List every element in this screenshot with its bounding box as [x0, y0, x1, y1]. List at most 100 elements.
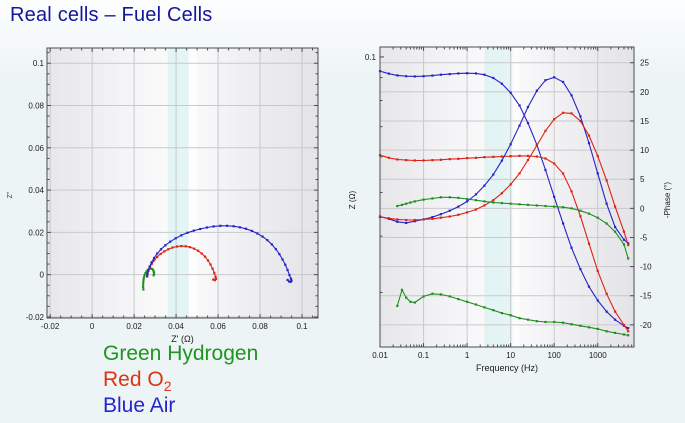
- oxygen-phase-point: [465, 211, 469, 214]
- air-nyquist-point: [274, 247, 277, 251]
- hydrogen-impedance-point: [422, 295, 425, 298]
- oxygen-impedance-point: [579, 215, 582, 218]
- phase-tick-label: -10: [640, 263, 652, 272]
- air-impedance-point: [561, 222, 565, 225]
- air-nyquist-point: [212, 225, 215, 228]
- air-phase-point: [439, 213, 442, 216]
- hydrogen-phase-point: [535, 204, 538, 207]
- hydrogen-impedance-point: [439, 293, 442, 296]
- air-phase-point: [553, 76, 556, 79]
- air-nyquist-point: [148, 265, 151, 268]
- phase-tick-label: -5: [640, 233, 648, 242]
- hydrogen-impedance-point: [465, 300, 469, 303]
- air-phase-point: [474, 193, 478, 196]
- air-phase-point: [396, 220, 399, 223]
- hydrogen-phase-point: [465, 197, 469, 201]
- hydrogen-phase-point: [500, 202, 504, 205]
- oxygen-phase-point: [526, 158, 530, 162]
- air-nyquist-point: [281, 258, 284, 261]
- hydrogen-phase-point: [627, 257, 630, 260]
- oxygen-nyquist-point: [213, 279, 217, 282]
- hydrogen-phase-point: [396, 204, 399, 208]
- air-impedance-point: [387, 72, 390, 75]
- hydrogen-nyquist-point: [144, 272, 147, 275]
- air-impedance-point: [596, 299, 599, 302]
- oxygen-phase-point: [405, 218, 408, 222]
- hydrogen-impedance-point: [622, 333, 626, 336]
- oxygen-phase-point: [474, 208, 478, 211]
- air-phase-point: [526, 105, 530, 109]
- oxygen-nyquist-point: [203, 255, 207, 258]
- hydrogen-impedance-point: [483, 306, 486, 309]
- oxygen-nyquist-point: [163, 250, 166, 253]
- hydrogen-nyquist-point: [142, 288, 145, 291]
- bode-plot: 0.01 0.1 1 10 100 1000 0.1 25 20 15 10 5 0 -5 -10 -15 -2…: [348, 46, 672, 373]
- hydrogen-impedance-point: [457, 297, 460, 301]
- air-nyquist-point: [250, 229, 253, 232]
- oxygen-nyquist-point: [184, 245, 187, 248]
- oxygen-impedance-point: [544, 157, 547, 160]
- hydrogen-impedance-point: [405, 296, 408, 299]
- air-impedance-point: [483, 73, 486, 76]
- hydrogen-impedance-point: [579, 324, 582, 327]
- phase-tick-label: 0: [640, 204, 645, 213]
- oxygen-nyquist-point: [209, 263, 212, 266]
- oxygen-nyquist-point: [193, 247, 196, 250]
- oxygen-phase-point: [579, 119, 582, 123]
- hydrogen-impedance-point: [561, 321, 565, 324]
- air-nyquist-point: [226, 224, 229, 227]
- hydrogen-phase-point: [518, 203, 521, 206]
- air-phase-point: [413, 220, 416, 223]
- oxygen-nyquist-point: [197, 249, 200, 252]
- air-impedance-point: [431, 74, 434, 77]
- oxygen-nyquist-point: [214, 275, 217, 278]
- air-impedance-point: [627, 327, 630, 330]
- hydrogen-phase-point: [492, 201, 495, 204]
- air-impedance-point: [553, 195, 556, 198]
- air-phase-point: [465, 200, 469, 203]
- air-nyquist-point: [164, 244, 167, 247]
- air-nyquist-point: [180, 234, 183, 237]
- hydrogen-phase-point: [613, 230, 617, 233]
- air-nyquist-point: [156, 252, 159, 255]
- highlight-band: [167, 48, 189, 318]
- air-impedance-point: [457, 72, 460, 75]
- oxygen-impedance-point: [518, 154, 521, 157]
- phase-axis-label: -Phase (°): [663, 182, 672, 218]
- frame-rect: [379, 46, 635, 348]
- x-tick-label: 1000: [589, 351, 607, 360]
- air-phase-point: [535, 89, 538, 92]
- air-phase-point: [579, 115, 582, 118]
- hydrogen-phase-point: [553, 205, 556, 208]
- hydrogen-phase-line: [397, 196, 629, 259]
- y-tick-label: 0.06: [28, 144, 44, 153]
- hydrogen-impedance-point: [396, 304, 399, 308]
- air-impedance-point: [439, 73, 442, 76]
- x-tick-label: 0.01: [372, 351, 388, 360]
- oxygen-impedance-point: [405, 159, 408, 162]
- oxygen-nyquist-point: [206, 259, 210, 262]
- air-impedance-point: [448, 72, 451, 76]
- oxygen-impedance-point: [613, 310, 617, 313]
- phase-tick-label: -15: [640, 292, 652, 301]
- hydrogen-impedance-point: [596, 327, 599, 331]
- air-phase-point: [622, 238, 626, 241]
- x-tick-label: 0.06: [210, 322, 226, 331]
- z-axis-label: Z (Ω): [348, 190, 357, 209]
- air-phase-point: [561, 80, 565, 84]
- grid: [379, 47, 634, 347]
- x-tick-label: -0.02: [41, 322, 60, 331]
- oxygen-impedance-point: [605, 292, 608, 295]
- oxygen-impedance-point: [500, 155, 504, 158]
- hydrogen-impedance-point: [627, 334, 630, 337]
- oxygen-nyquist-point: [211, 267, 214, 270]
- hydrogen-phase-point: [457, 196, 460, 199]
- hydrogen-impedance-point: [613, 331, 617, 334]
- hydrogen-nyquist-point: [152, 274, 155, 277]
- oxygen-impedance-point: [622, 323, 626, 327]
- air-nyquist-point: [150, 261, 153, 264]
- oxygen-phase-point: [387, 217, 390, 220]
- air-phase-point: [587, 142, 591, 145]
- x-axis-label: Frequency (Hz): [476, 363, 538, 373]
